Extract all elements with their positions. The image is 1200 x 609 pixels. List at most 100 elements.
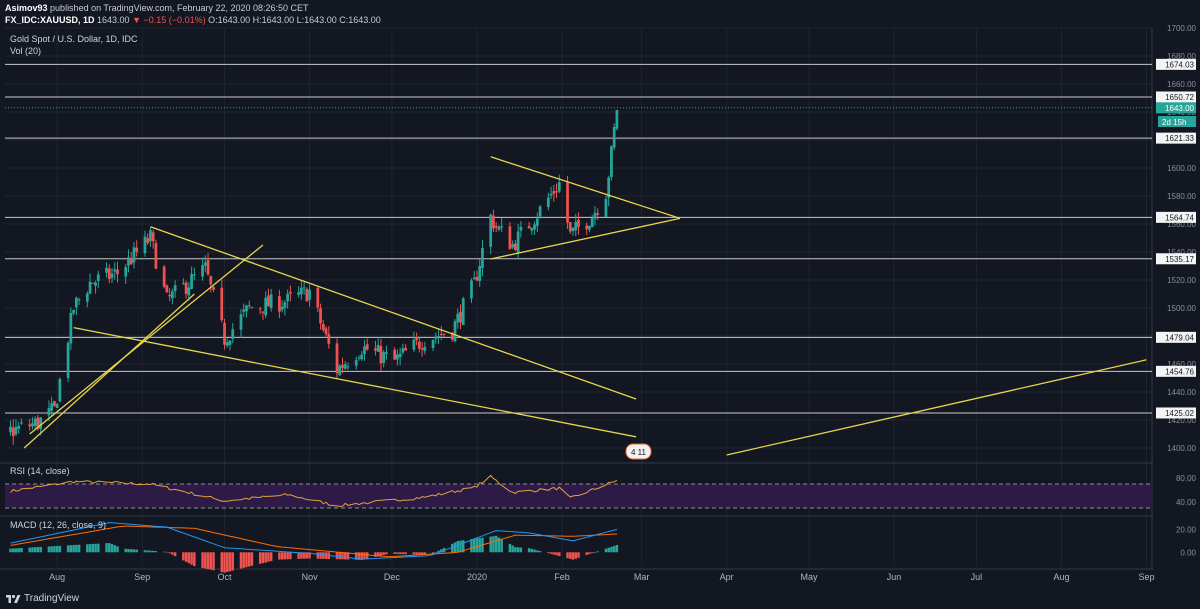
candle-body [69,312,73,344]
author-name[interactable]: Asimov93 [5,3,48,13]
macd-histogram-bar [36,547,40,553]
macd-histogram-bar [555,552,558,556]
candle-body [568,221,572,232]
candle-body [20,422,23,424]
candle-body [223,322,226,345]
candle-body [492,215,495,229]
time-tick-label: Jun [887,572,902,582]
trendlines[interactable] [23,156,1147,456]
candle-body [107,268,111,279]
macd-histogram-bar [129,549,133,553]
candle-body [415,337,418,341]
candle-body [420,348,424,350]
macd-histogram-bar [53,546,56,553]
macd-histogram-bar [247,552,251,567]
candle-body [297,292,300,295]
trendline [490,217,681,260]
candle-body [396,354,399,360]
time-tick-label: Aug [49,572,65,582]
candle-body [258,308,262,310]
candle-body [85,293,89,302]
candle-body [401,348,405,353]
event-badge[interactable]: 4 11 [625,443,652,460]
candle-body [461,298,465,325]
event-badge-bg[interactable] [625,443,652,460]
candle-body [173,285,177,292]
level-badge-bg [1156,58,1196,70]
macd-histogram-bar [286,552,289,560]
candle-body [247,305,251,307]
candle-body [379,346,383,364]
symbol-name[interactable]: FX_IDC:XAUUSD, 1D [5,15,95,25]
candle-body [72,310,75,314]
event-badge-text: 4 11 [631,448,647,457]
candle-body [434,336,438,340]
macd-histogram-bar [549,552,553,554]
tradingview-logo-icon[interactable] [5,592,21,604]
candle-body [530,227,534,231]
time-tick-label: May [800,572,818,582]
level-badge-bg [1156,331,1196,343]
macd-histogram-bar [475,538,479,553]
macd-histogram-bar [508,543,512,553]
macd-histogram-bar [478,538,481,553]
candle-body [442,333,446,335]
macd-histogram-bar [151,550,155,553]
candle-body [14,426,18,435]
macd-histogram-bar [108,543,111,553]
candle-body [459,311,462,323]
candle-body [555,191,558,193]
time-tick-label: Jul [971,572,983,582]
candle-body [154,243,158,269]
footer: TradingView [0,588,1200,609]
macd-histogram-bar [297,552,300,559]
macd-histogram-bar [187,552,191,564]
candle-body [267,295,270,307]
candle-body [404,347,407,351]
macd-histogram-bar [127,548,130,553]
macd-histogram-bar [228,552,232,572]
candle-body [110,273,114,278]
macd-histogram-bar [283,552,287,560]
rsi-tick-label: 80.00 [1176,474,1197,483]
candle-body [338,365,342,376]
candle-body [472,277,476,280]
macd-histogram-bar [404,552,407,555]
tradingview-brand[interactable]: TradingView [24,593,80,604]
macd-histogram-bar [58,545,62,553]
macd-histogram-bar [190,552,193,565]
candle-body [228,340,232,345]
candle-body [382,352,386,363]
price-change: −0.15 (−0.01%) [143,15,206,25]
candle-body [552,191,556,194]
level-badge-label: 1454.76 [1165,367,1194,376]
candle-body [143,236,147,254]
macd-histogram-bar [376,552,380,557]
candle-body [456,313,460,323]
rsi-pane [5,474,1152,509]
macd-histogram-bar [132,549,136,553]
candle-body [127,257,130,266]
time-tick-label: Mar [634,572,650,582]
candle-body [508,226,512,250]
candle-body [209,276,213,285]
candle-body [577,219,580,227]
macd-histogram-bar [363,552,366,560]
macd-histogram-bar [14,548,18,553]
macd-histogram-bar [379,552,383,556]
candle-body [283,302,287,309]
candle-body [341,364,344,368]
candle-body [113,269,117,272]
time-tick-label: Sep [134,572,150,582]
candle-body [549,193,553,196]
candle-body [181,283,185,285]
macd-histogram-bar [154,551,158,553]
macd-histogram-bar [124,548,127,553]
candle-body [203,262,207,266]
candle-body [36,417,40,429]
candle-body [96,274,100,282]
time-tick-label: Nov [302,572,319,582]
candle-body [151,232,155,242]
candle-body [17,425,21,429]
